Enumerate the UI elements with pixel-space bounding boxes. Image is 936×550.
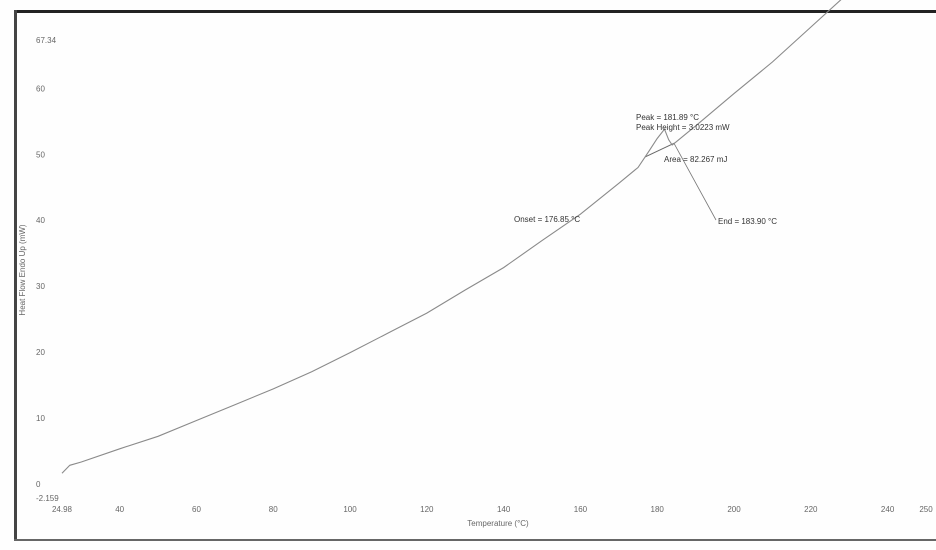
y-tick-label: 67.34	[36, 36, 57, 45]
x-tick-label: 180	[651, 505, 665, 514]
bottom-border	[14, 539, 936, 541]
x-tick-label: 160	[574, 505, 588, 514]
end-leader-line	[673, 143, 717, 221]
x-tick-label: 80	[269, 505, 278, 514]
x-tick-label: 140	[497, 505, 511, 514]
x-tick-label: 24.98	[52, 505, 73, 514]
area-annotation: Area = 82.267 mJ	[664, 155, 727, 164]
heat-flow-curve	[61, 0, 842, 474]
x-tick-label: 40	[115, 505, 124, 514]
peak-annotation: Peak = 181.89 °C	[636, 113, 699, 122]
y-tick-label: 30	[36, 282, 45, 291]
y-axis-label: Heat Flow Endo Up (mW)	[18, 224, 27, 315]
y-axis-ticks: -2.159 0 10 20 30 40 50 60 67.34	[36, 36, 59, 503]
x-tick-label: 200	[727, 505, 741, 514]
x-axis-label: Temperature (°C)	[467, 519, 529, 528]
x-tick-label: 60	[192, 505, 201, 514]
x-tick-label: 120	[420, 505, 434, 514]
y-tick-label: 60	[36, 84, 45, 93]
y-tick-label: 20	[36, 348, 45, 357]
y-tick-label: 40	[36, 216, 45, 225]
peak-baseline	[644, 142, 675, 158]
x-tick-label: 100	[343, 505, 357, 514]
x-axis-ticks: 24.98 40 60 80 100 120 140 160 180 200 220 240 250	[52, 505, 933, 514]
top-border	[14, 10, 936, 13]
peak-height-annotation: Peak Height = 3.0223 mW	[636, 123, 730, 132]
y-tick-label: 0	[36, 480, 41, 489]
left-border	[14, 10, 17, 540]
x-tick-label: 220	[804, 505, 818, 514]
x-tick-label: 250	[919, 505, 933, 514]
x-tick-label: 240	[881, 505, 895, 514]
end-annotation: End = 183.90 °C	[718, 217, 777, 226]
y-tick-label: 50	[36, 150, 45, 159]
y-tick-label: 10	[36, 414, 45, 423]
onset-annotation: Onset = 176.85 °C	[514, 215, 580, 224]
y-tick-label: -2.159	[36, 494, 59, 503]
